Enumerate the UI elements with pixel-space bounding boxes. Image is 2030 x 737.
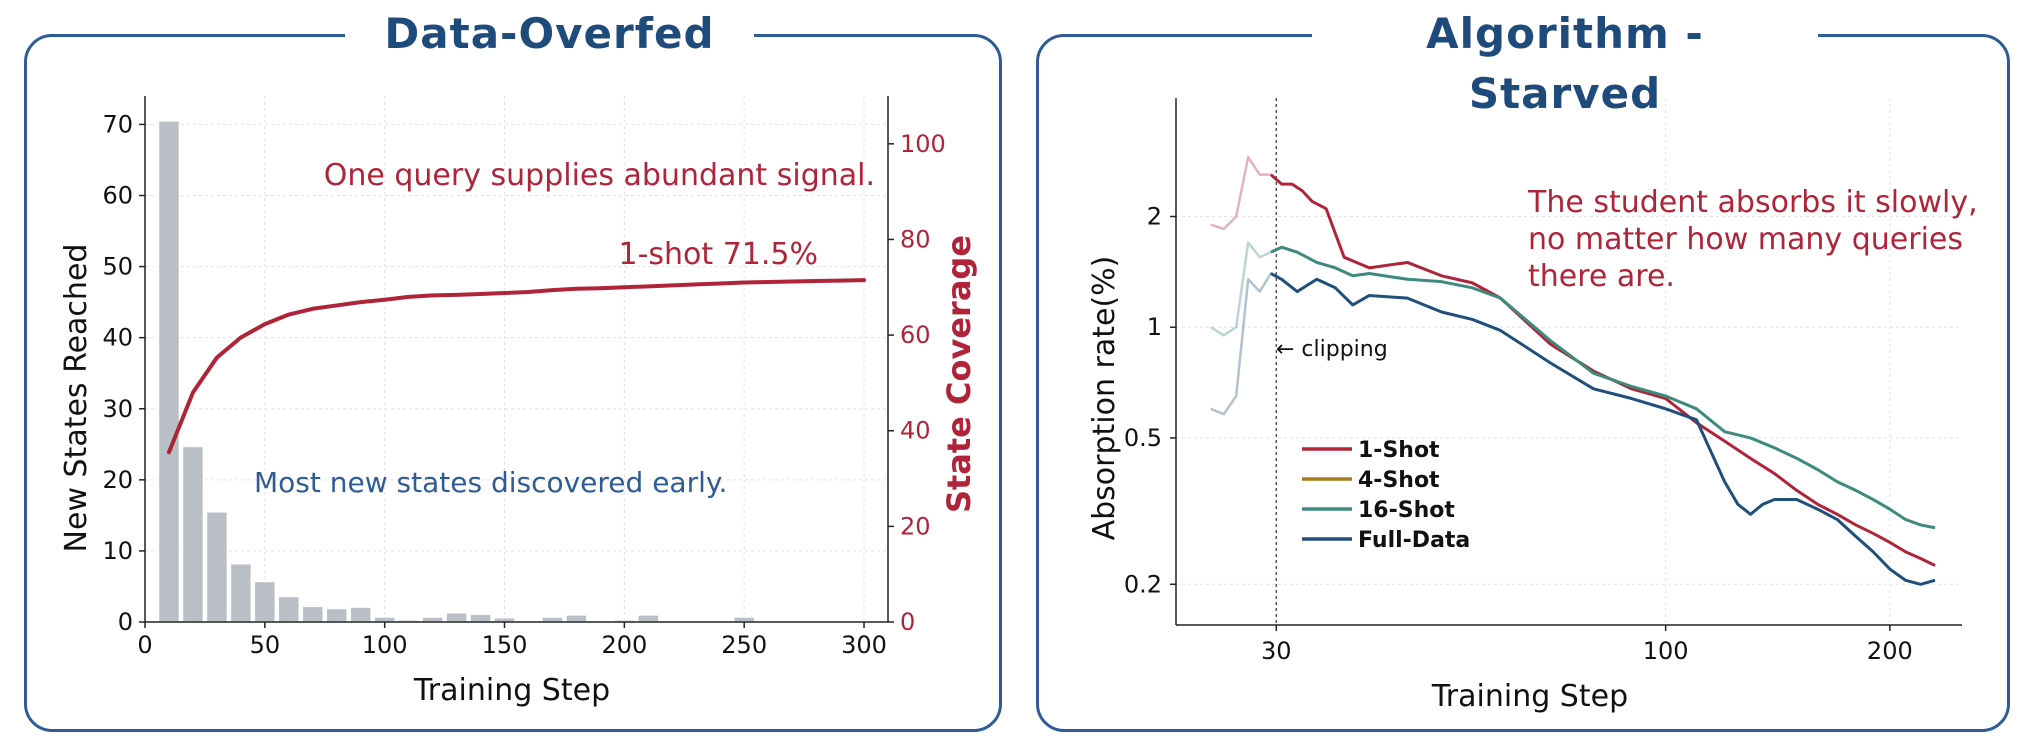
left-y-tick-label: 10 <box>102 537 133 565</box>
left-x-tick-label: 0 <box>137 631 152 659</box>
left-y-tick-label: 50 <box>102 253 133 281</box>
series-line-preclip <box>1210 155 1283 231</box>
left-y2-tick-label: 0 <box>900 608 915 636</box>
legend-label: 1-Shot <box>1358 438 1440 463</box>
left-y-tick-label: 20 <box>102 466 133 494</box>
annotation-line: no matter how many queries <box>1528 222 1963 257</box>
left-y-tick-label: 40 <box>102 324 133 352</box>
annotation-one-shot-coverage: 1-shot 71.5% <box>618 237 818 272</box>
coverage-line <box>166 278 867 455</box>
annotation-line: The student absorbs it slowly, <box>1527 185 1978 220</box>
left-y-tick-label: 0 <box>118 608 133 636</box>
right-y-tick-label: 2 <box>1147 203 1162 231</box>
left-x-axis-label: Training Step <box>413 673 610 708</box>
left-y2-tick-label: 60 <box>900 321 931 349</box>
annotation-abundant-signal: One query supplies abundant signal. <box>324 158 875 193</box>
series-line <box>1270 272 1936 586</box>
left-y2-tick-label: 100 <box>900 130 946 158</box>
annotation-early-discovery: Most new states discovered early. <box>254 466 727 499</box>
right-series-lines <box>1210 155 1936 586</box>
left-x-tick-label: 250 <box>721 631 767 659</box>
left-x-tick-label: 300 <box>841 631 887 659</box>
right-x-axis-label: Training Step <box>1431 679 1628 714</box>
annotation-line: there are. <box>1528 259 1675 294</box>
left-x-tick-label: 50 <box>250 631 281 659</box>
legend-label: 4-Shot <box>1358 468 1440 493</box>
left-panel-title: Data-Overfed <box>345 4 754 64</box>
left-y2-axis-label: State Coverage <box>940 235 978 513</box>
right-x-tick-label: 100 <box>1643 637 1689 665</box>
right-y-axis-label: Absorption rate(%) <box>1087 256 1122 541</box>
right-axes: 30 100 200 0.2 0.5 1 2 <box>1124 98 1962 665</box>
series-line <box>1270 245 1936 530</box>
left-y-tick-label: 30 <box>102 395 133 423</box>
legend-label: Full-Data <box>1358 528 1470 553</box>
left-x-tick-label: 200 <box>601 631 647 659</box>
right-grid <box>1176 98 1962 625</box>
left-x-tick-label: 150 <box>482 631 528 659</box>
right-x-tick-label: 30 <box>1261 637 1292 665</box>
legend-label: 16-Shot <box>1358 498 1455 523</box>
right-panel-title: Algorithm -Starved <box>1312 4 1818 118</box>
legend: 1-Shot 4-Shot 16-Shot Full-Data <box>1302 438 1470 553</box>
clipping-label: ← clipping <box>1276 337 1388 362</box>
left-y-tick-label: 70 <box>102 110 133 138</box>
left-y-tick-label: 60 <box>102 182 133 210</box>
left-x-tick-label: 100 <box>362 631 408 659</box>
left-axes: 0 50 100 150 200 250 300 0 10 20 30 40 50 60 70 0 20 40 60… <box>102 96 946 659</box>
left-y2-tick-label: 80 <box>900 225 931 253</box>
right-y-tick-label: 0.5 <box>1124 424 1162 452</box>
annotation-slow-absorption: The student absorbs it slowly, no matter … <box>1527 185 1978 294</box>
right-x-tick-label: 200 <box>1867 637 1913 665</box>
left-y2-tick-label: 40 <box>900 417 931 445</box>
right-y-tick-label: 1 <box>1147 313 1162 341</box>
left-y2-tick-label: 20 <box>900 512 931 540</box>
series-line-preclip <box>1210 272 1283 416</box>
left-coverage-line <box>166 278 867 455</box>
left-y-axis-label: New States Reached <box>59 244 94 553</box>
right-panel-frame <box>1036 34 2010 732</box>
left-bars <box>157 120 876 623</box>
right-y-tick-label: 0.2 <box>1124 570 1162 598</box>
series-line <box>1269 173 1936 567</box>
